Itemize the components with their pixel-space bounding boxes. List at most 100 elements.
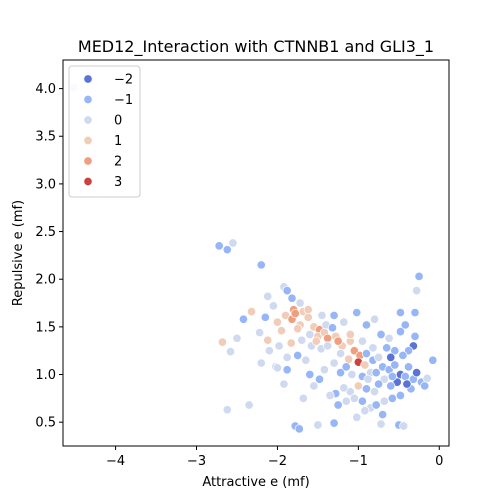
data-point <box>303 305 313 315</box>
y-tick-label: 4.0 <box>35 82 56 97</box>
data-point <box>400 320 410 330</box>
data-point <box>228 238 238 248</box>
data-point <box>276 326 287 336</box>
data-point <box>263 335 273 345</box>
data-point <box>371 400 381 410</box>
data-point <box>325 390 335 401</box>
data-point <box>368 343 378 353</box>
data-point <box>274 341 284 351</box>
legend-marker <box>83 156 93 166</box>
x-tick-label: 0 <box>435 454 443 469</box>
data-point <box>344 354 354 364</box>
data-point <box>260 312 270 322</box>
data-point <box>232 333 242 343</box>
data-point <box>402 379 412 389</box>
data-point <box>403 362 414 372</box>
y-tick-label: 1.0 <box>35 368 56 383</box>
data-point <box>282 286 292 296</box>
data-point <box>361 320 372 330</box>
data-point <box>353 381 363 391</box>
data-point <box>378 409 388 420</box>
data-point <box>336 368 346 378</box>
x-tick-label: −1 <box>349 454 368 469</box>
y-tick-label: 1.5 <box>35 320 56 335</box>
data-point <box>339 383 349 393</box>
data-point <box>323 341 333 351</box>
data-point <box>217 337 227 347</box>
x-axis-label: Attractive e (mf) <box>202 475 309 490</box>
data-point <box>352 412 362 422</box>
legend-label: 1 <box>114 134 122 149</box>
data-point <box>410 308 420 318</box>
data-point <box>382 343 392 353</box>
y-axis-label: Repulsive e (mf) <box>11 200 26 306</box>
data-point <box>311 336 321 346</box>
data-point <box>293 350 303 361</box>
data-point <box>238 314 249 324</box>
data-point <box>319 365 329 375</box>
data-point <box>360 406 370 416</box>
legend-marker <box>83 176 93 187</box>
data-point <box>314 374 325 384</box>
data-point <box>395 327 405 337</box>
data-point <box>333 336 343 346</box>
data-point <box>279 379 289 389</box>
y-tick-label: 2.5 <box>35 225 56 240</box>
x-tick-label: −4 <box>106 454 125 469</box>
data-point <box>384 333 394 343</box>
data-point <box>363 374 373 384</box>
data-point <box>244 400 254 410</box>
y-axis-ticks: 0.5 1.0 1.5 2.0 2.5 3.0 3.5 4.0 <box>35 82 63 431</box>
data-point <box>329 418 339 428</box>
data-point <box>323 333 333 343</box>
data-point <box>290 308 300 319</box>
data-point <box>282 352 292 362</box>
data-point <box>214 241 224 251</box>
legend-marker <box>83 94 93 105</box>
legend-label: 3 <box>114 175 122 190</box>
data-point <box>303 312 313 322</box>
data-point <box>286 338 296 348</box>
data-point <box>327 323 338 333</box>
data-point <box>370 314 380 324</box>
legend-label: −1 <box>114 93 133 108</box>
data-point <box>305 329 315 340</box>
legend-label: 2 <box>114 155 122 170</box>
data-point <box>412 286 422 296</box>
data-point <box>361 349 372 359</box>
legend-label: −2 <box>114 73 133 88</box>
y-tick-label: 2.0 <box>35 273 56 288</box>
x-axis-ticks: −4 −3 −2 −1 0 <box>106 446 443 469</box>
data-point <box>256 260 266 270</box>
data-point <box>399 421 409 431</box>
data-point <box>282 365 292 375</box>
data-point <box>294 424 304 434</box>
data-point <box>395 308 405 318</box>
data-point <box>357 336 367 346</box>
data-point <box>386 381 396 391</box>
data-point <box>336 349 346 359</box>
data-point <box>256 358 266 368</box>
data-point <box>374 379 384 389</box>
y-tick-label: 0.5 <box>35 416 56 431</box>
legend-marker <box>83 115 93 125</box>
data-point <box>298 393 308 403</box>
data-point <box>376 419 386 429</box>
data-point <box>410 331 420 341</box>
data-point <box>412 368 422 378</box>
data-point <box>329 310 339 320</box>
data-point <box>390 360 400 370</box>
data-point <box>347 369 357 380</box>
data-point <box>376 329 386 340</box>
data-point <box>387 393 397 403</box>
data-point <box>263 291 273 301</box>
data-point <box>400 371 410 381</box>
data-point <box>390 346 400 356</box>
data-point <box>345 329 355 340</box>
legend-marker <box>83 74 93 84</box>
data-point <box>297 335 307 345</box>
data-point <box>305 369 315 380</box>
data-point <box>341 362 351 372</box>
data-point <box>360 360 370 370</box>
data-point <box>386 352 396 362</box>
